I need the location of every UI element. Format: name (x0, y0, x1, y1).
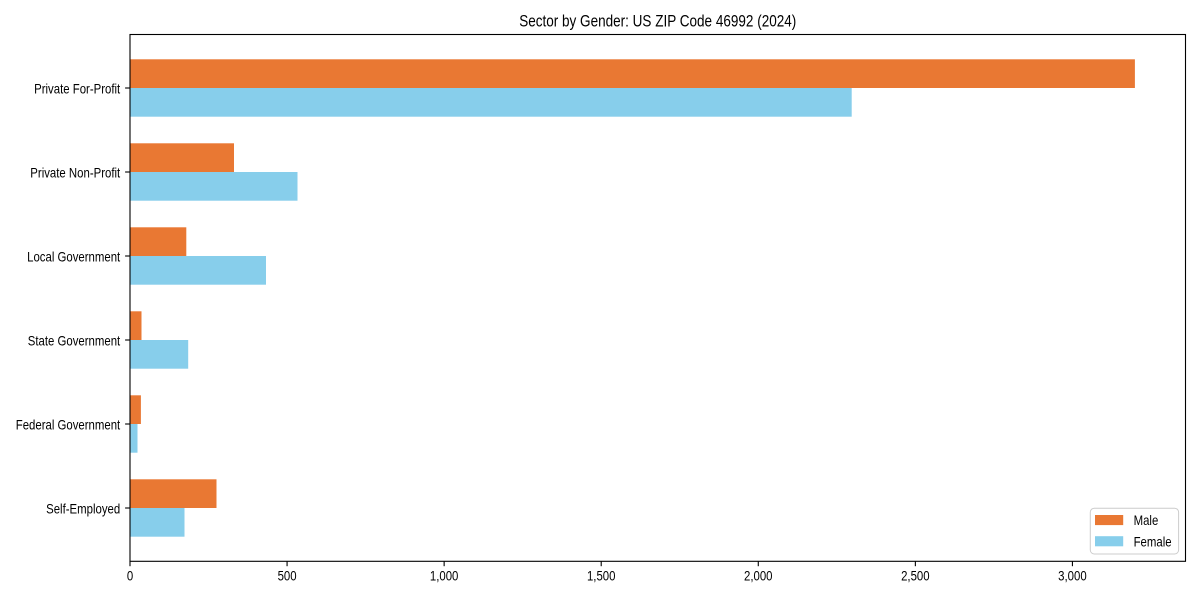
svg-text:2,000: 2,000 (744, 567, 773, 583)
svg-text:0: 0 (127, 567, 133, 583)
svg-text:500: 500 (278, 567, 297, 583)
svg-text:Private For-Profit: Private For-Profit (34, 80, 121, 96)
svg-text:Sector by Gender: US ZIP Code: Sector by Gender: US ZIP Code 46992 (202… (519, 12, 796, 31)
svg-text:Private Non-Profit: Private Non-Profit (30, 164, 120, 180)
svg-text:Male: Male (1134, 512, 1159, 528)
svg-text:1,500: 1,500 (587, 567, 616, 583)
svg-text:3,000: 3,000 (1058, 567, 1087, 583)
svg-text:Self-Employed: Self-Employed (46, 500, 120, 516)
svg-text:State Government: State Government (28, 332, 121, 348)
svg-text:1,000: 1,000 (430, 567, 459, 583)
svg-text:Female: Female (1134, 533, 1172, 549)
svg-text:Local Government: Local Government (27, 248, 120, 264)
svg-text:2,500: 2,500 (901, 567, 930, 583)
svg-text:Federal Government: Federal Government (16, 416, 121, 432)
